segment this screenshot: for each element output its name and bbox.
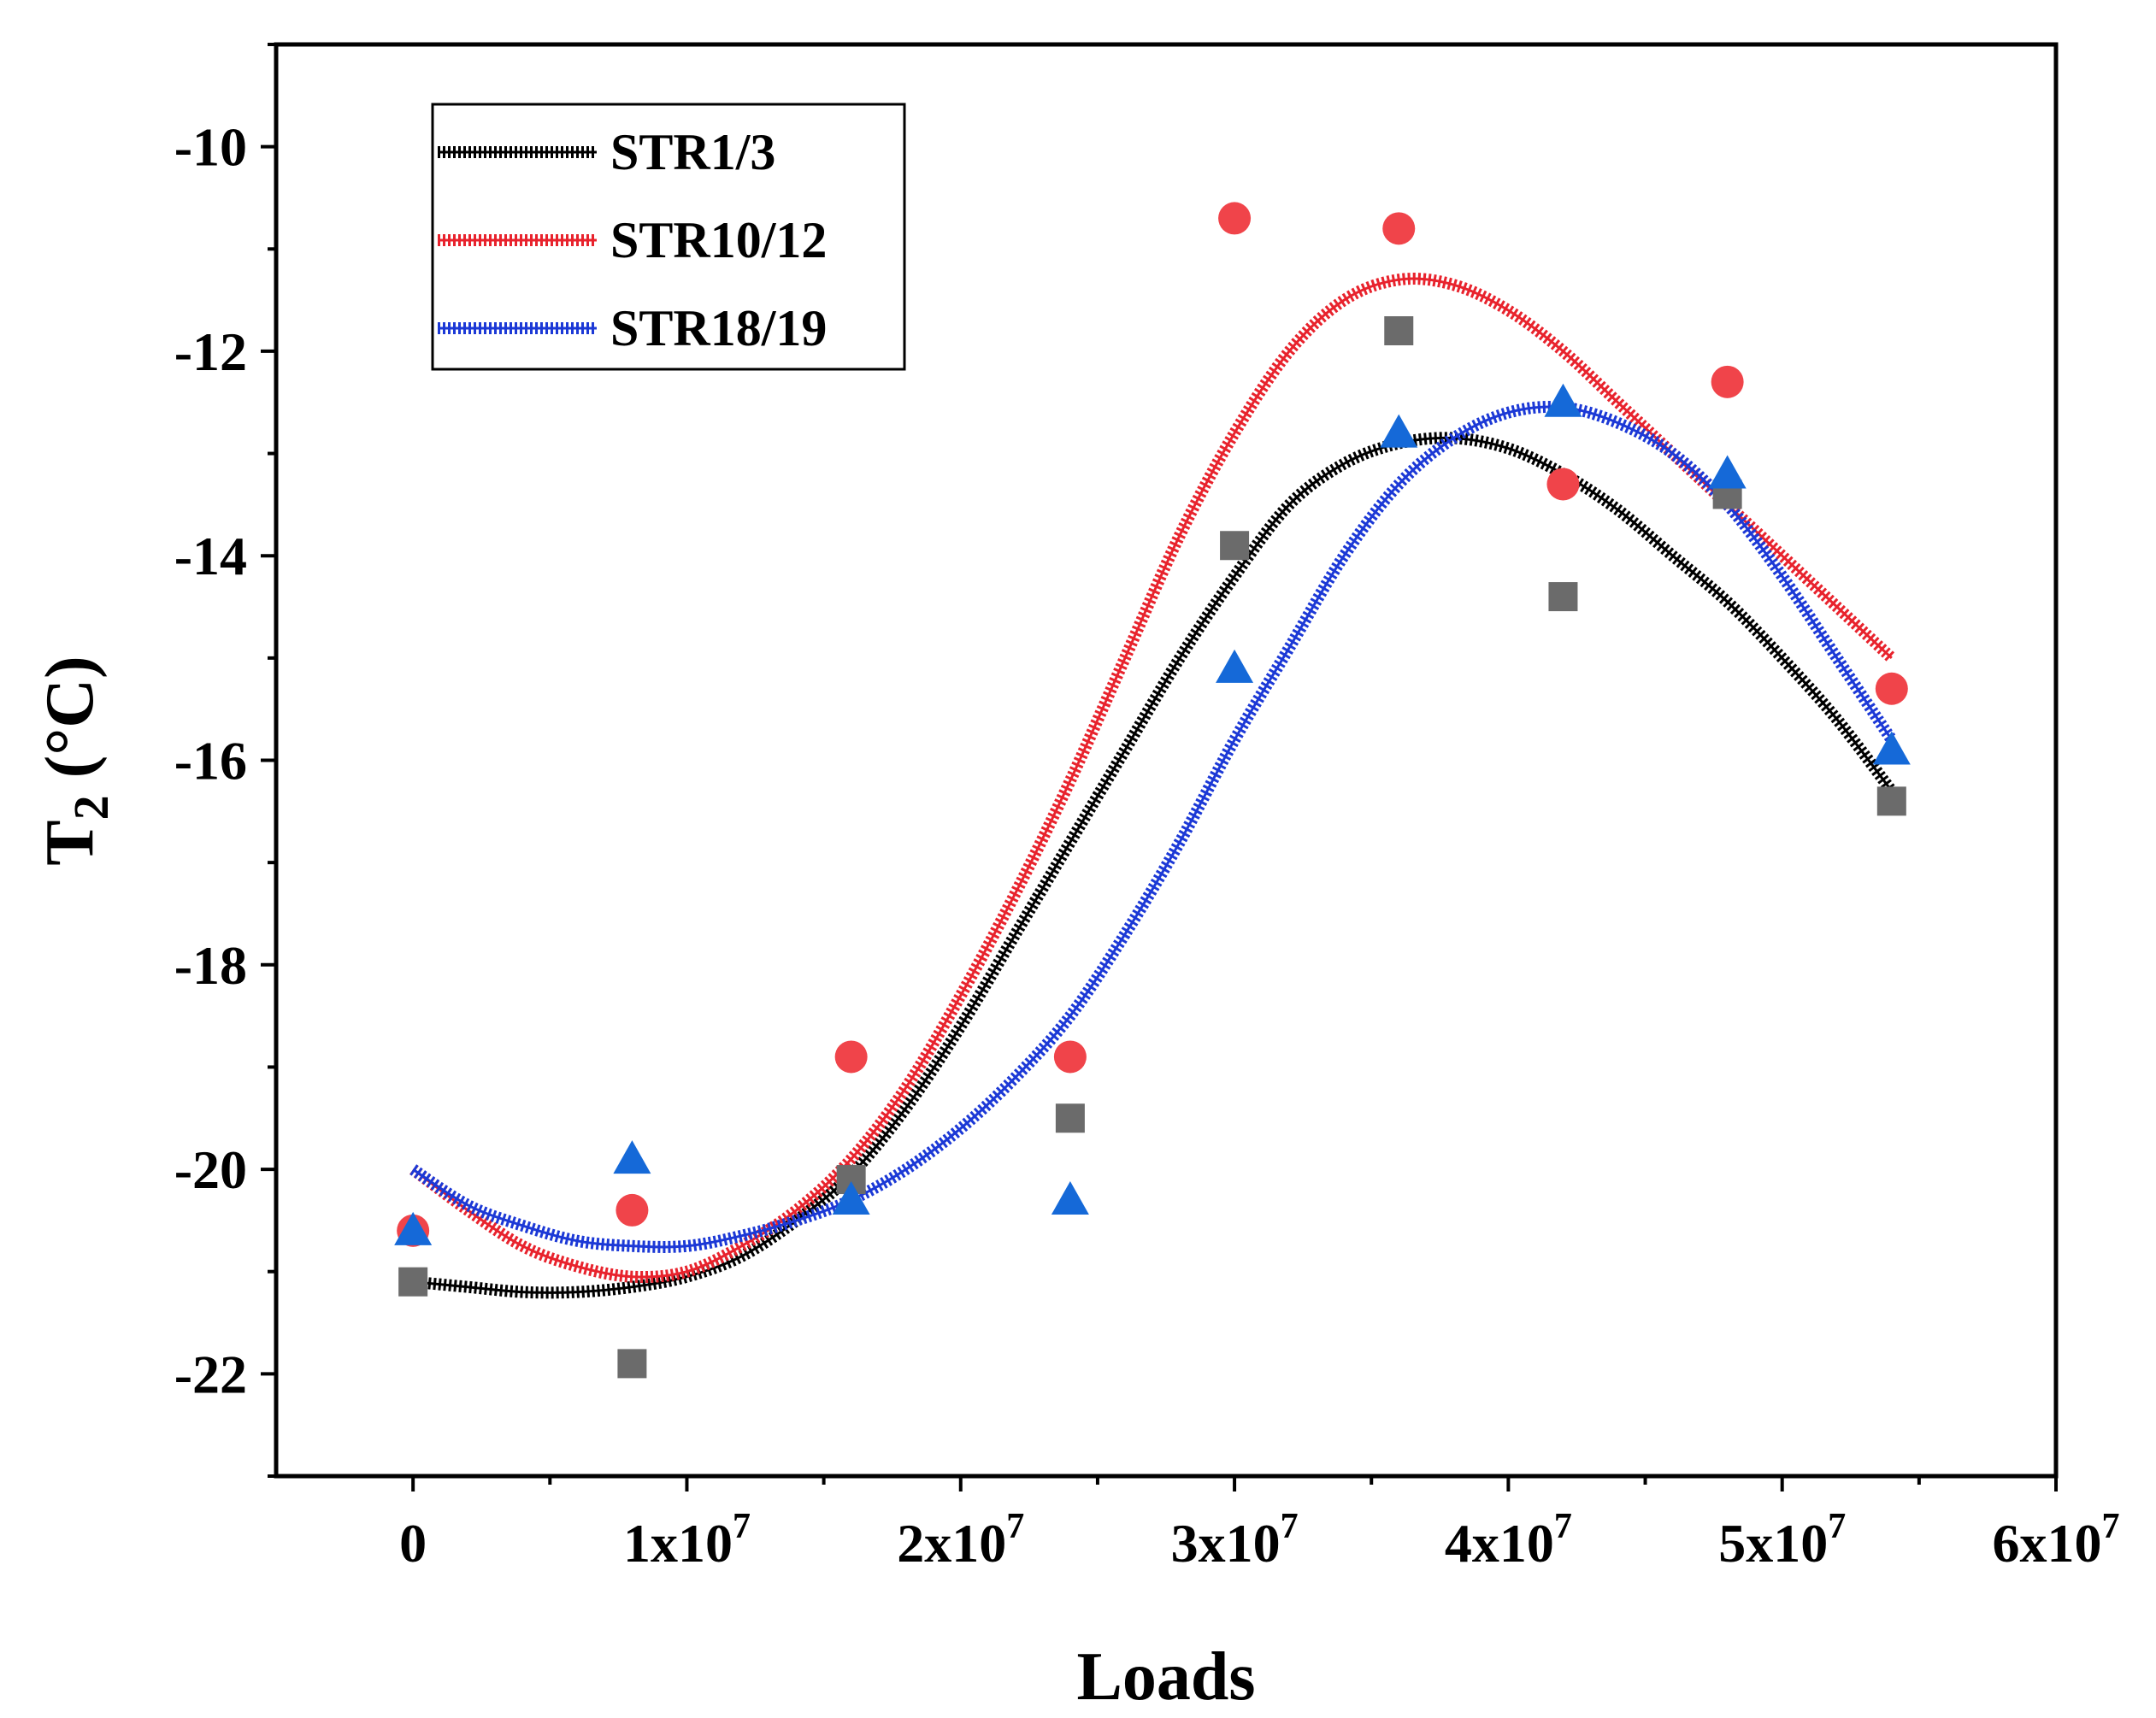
y-axis-ticks: -10 -12 -14 -16 -18 -20 -22	[174, 43, 276, 1478]
y-tick-label: -20	[174, 1139, 247, 1200]
fit-curve-core-str18-19	[412, 405, 1894, 1249]
x-axis-title: Loads	[1077, 1639, 1256, 1715]
y-axis-title-unit: (°C)	[32, 656, 108, 795]
data-point-str10-12	[616, 1193, 649, 1227]
data-point-str1-3	[1548, 582, 1578, 612]
x-tick-label: 6x107	[1993, 1507, 2120, 1574]
data-point-str18-19	[394, 1211, 433, 1245]
data-point-str18-19	[613, 1140, 651, 1174]
data-point-str18-19	[1380, 414, 1418, 448]
data-point-str10-12	[1875, 672, 1908, 705]
y-axis-title: T2 (°C)	[32, 656, 119, 865]
legend-label-str10-12: STR10/12	[610, 212, 827, 268]
x-tick-label: 1x107	[623, 1507, 751, 1574]
data-point-str18-19	[1544, 383, 1582, 417]
data-point-str1-3	[1220, 531, 1250, 561]
data-point-str1-3	[617, 1349, 647, 1379]
legend: STR1/3 STR10/12 STR18/19	[431, 103, 906, 371]
data-point-str18-19	[1708, 455, 1747, 489]
data-point-str18-19	[832, 1180, 870, 1215]
y-tick-label: -22	[174, 1344, 247, 1404]
data-point-str10-12	[1218, 202, 1252, 235]
x-tick-label: 4x107	[1445, 1507, 1572, 1574]
data-point-str18-19	[1051, 1180, 1089, 1215]
x-axis-ticks: 0 1x107 2x107 3x107 4x107 5x107 6x107	[399, 1476, 2120, 1574]
x-tick-label: 0	[399, 1513, 427, 1574]
legend-items: STR1/3 STR10/12 STR18/19	[438, 124, 827, 356]
data-point-str18-19	[1216, 649, 1254, 683]
legend-label-str1-3: STR1/3	[610, 124, 775, 180]
data-point-str18-19	[1872, 731, 1911, 765]
x-tick-label: 3x107	[1171, 1507, 1299, 1574]
fit-curve-core-str10-12	[412, 277, 1893, 1279]
data-point-str1-3	[398, 1267, 428, 1297]
legend-label-str18-19: STR18/19	[610, 300, 827, 356]
y-tick-label: -12	[174, 321, 247, 382]
y-axis-title-subscript: 2	[63, 795, 119, 820]
data-point-str1-3	[1876, 786, 1906, 816]
y-tick-label: -14	[174, 526, 247, 586]
y-axis-title-main: T	[32, 820, 108, 865]
x-tick-label: 2x107	[897, 1507, 1024, 1574]
data-point-str10-12	[1382, 212, 1416, 245]
data-point-str10-12	[1546, 468, 1580, 501]
y-tick-label: -10	[174, 117, 247, 178]
y-tick-label: -16	[174, 731, 247, 791]
y-tick-label: -18	[174, 935, 247, 996]
fit-curve-core-str1-3	[413, 436, 1893, 1294]
data-point-str10-12	[1053, 1040, 1087, 1074]
data-point-str10-12	[834, 1040, 868, 1074]
x-tick-label: 5x107	[1718, 1507, 1846, 1574]
data-point-str1-3	[1384, 316, 1414, 345]
data-point-str10-12	[1711, 365, 1744, 398]
data-point-str1-3	[1055, 1103, 1085, 1133]
fit-curves	[409, 273, 1897, 1299]
data-points	[394, 202, 1911, 1379]
